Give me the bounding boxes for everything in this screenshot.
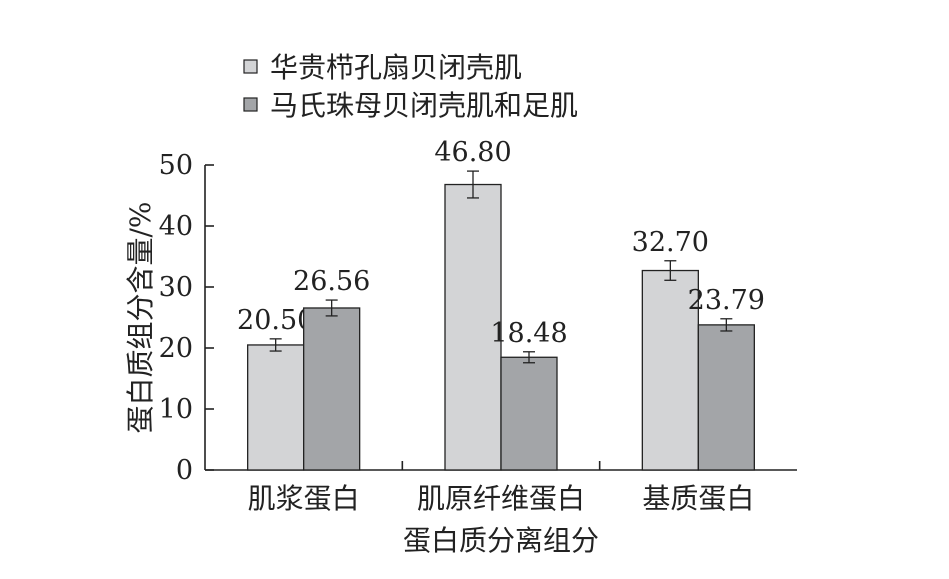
data-label: 20.50: [237, 305, 314, 336]
y-tick-label: 40: [159, 211, 193, 242]
bar: [303, 307, 361, 471]
x-category-label: 肌浆蛋白: [248, 482, 360, 515]
data-label: 32.70: [632, 227, 709, 258]
legend-swatch: [243, 59, 258, 74]
data-label: 46.80: [434, 137, 511, 168]
x-category-label: 肌原纤维蛋白: [417, 482, 585, 515]
y-tick-label: 10: [159, 394, 193, 425]
legend-label: 华贵栉孔扇贝闭壳肌: [270, 51, 522, 84]
y-axis-title: 蛋白质组分含量/%: [124, 201, 157, 433]
plot-area: 0 10 20 30 40 50 肌浆蛋白 肌原纤维蛋白 基质蛋白 20.50 46.80 32.70…: [159, 137, 797, 515]
bar: [247, 344, 305, 471]
x-axis-title: 蛋白质分离组分: [403, 524, 599, 557]
legend-label: 马氏珠母贝闭壳肌和足肌: [270, 89, 578, 122]
bar: [641, 269, 699, 471]
bar: [444, 183, 502, 471]
legend-swatch: [243, 97, 258, 112]
y-tick-label: 50: [159, 150, 193, 181]
bar: [697, 324, 755, 471]
y-tick-label: 20: [159, 333, 193, 364]
data-label: 26.56: [293, 266, 370, 297]
data-label: 23.79: [688, 285, 765, 316]
data-label: 18.48: [490, 318, 567, 349]
x-category-label: 基质蛋白: [642, 482, 754, 515]
bar: [500, 356, 558, 471]
y-tick-label: 30: [159, 272, 193, 303]
y-tick-label: 0: [176, 455, 193, 486]
